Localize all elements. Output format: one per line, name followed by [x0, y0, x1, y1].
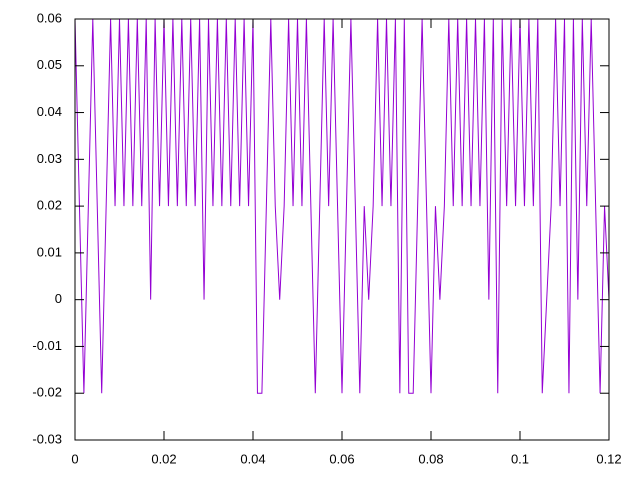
- y-tick-label: 0.02: [37, 198, 62, 213]
- x-tick-label: 0.02: [151, 451, 176, 466]
- y-tick-label: 0: [55, 291, 62, 306]
- data-line: [74, 18, 610, 394]
- x-tick-label: 0.06: [329, 451, 354, 466]
- y-tick-label: 0.03: [37, 151, 62, 166]
- y-tick-label: 0.05: [37, 57, 62, 72]
- y-tick-label: -0.03: [32, 431, 62, 446]
- y-tick-label: -0.02: [32, 385, 62, 400]
- x-tick-label: 0.12: [596, 451, 621, 466]
- x-tick-label: 0.08: [418, 451, 443, 466]
- x-tick-label: 0: [71, 451, 78, 466]
- y-tick-label: 0.01: [37, 244, 62, 259]
- x-tick-label: 0.1: [511, 451, 529, 466]
- y-tick-label: 0.04: [37, 104, 62, 119]
- y-tick-label: 0.06: [37, 10, 62, 25]
- x-tick-label: 0.04: [240, 451, 265, 466]
- y-tick-label: -0.01: [32, 338, 62, 353]
